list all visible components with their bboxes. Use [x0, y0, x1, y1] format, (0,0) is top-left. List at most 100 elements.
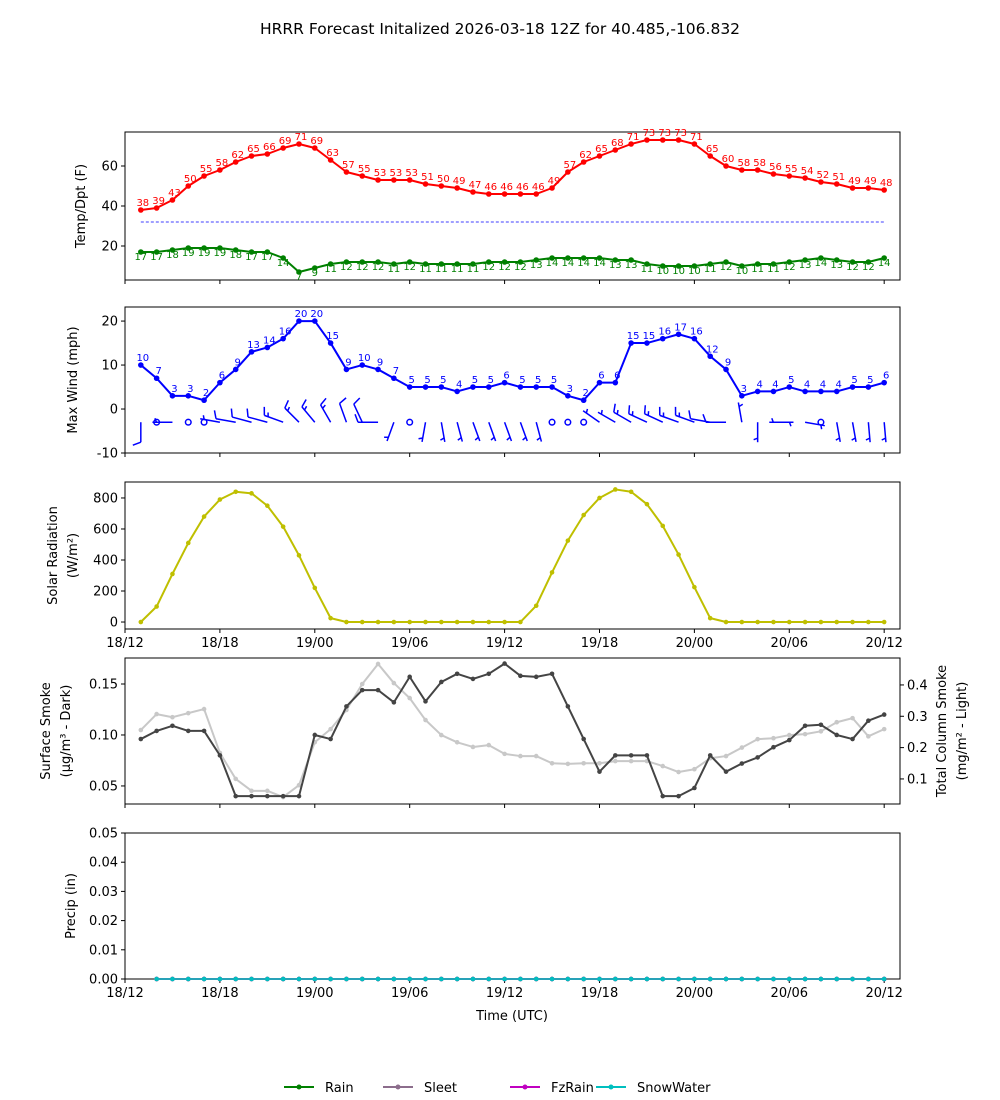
y-tick-label: 0	[110, 616, 118, 631]
data-point	[659, 137, 666, 143]
y-axis-label: Temp/Dpt (F)	[74, 164, 89, 249]
data-label: 12	[720, 262, 733, 273]
data-point	[486, 976, 492, 982]
data-label: 14	[546, 258, 559, 269]
barb-full	[688, 410, 692, 419]
y-tick-label-right: 0.1	[907, 772, 928, 787]
data-point	[438, 183, 445, 189]
data-label: 43	[168, 188, 181, 199]
data-point	[660, 976, 666, 982]
data-label: 11	[467, 264, 480, 275]
barb-half	[536, 437, 541, 441]
barb-full	[284, 399, 290, 409]
data-point	[707, 261, 714, 267]
y-tick-label: 0.02	[89, 914, 118, 929]
data-point	[723, 366, 729, 373]
data-point	[296, 553, 302, 558]
data-point	[233, 776, 239, 782]
wind-barb-icon	[152, 417, 173, 423]
data-point	[692, 584, 697, 590]
data-label: 3	[187, 384, 193, 395]
wind-barb-icon	[643, 405, 664, 423]
calm-wind-icon	[548, 418, 556, 426]
data-point	[517, 384, 524, 390]
barb-full	[320, 397, 327, 406]
data-label: 4	[836, 379, 842, 390]
data-point	[597, 760, 602, 766]
axes-frame	[124, 306, 901, 454]
barb-half	[440, 437, 445, 441]
data-point	[660, 523, 666, 529]
data-label: 66	[263, 142, 276, 153]
barb-half	[303, 405, 308, 411]
data-point	[786, 732, 792, 738]
barb-full	[301, 399, 307, 408]
x-tick-label: 20/12	[865, 986, 902, 1001]
data-point	[169, 197, 176, 203]
data-point	[201, 397, 207, 404]
data-point	[549, 760, 555, 766]
data-point	[818, 619, 824, 625]
legend-label: Sleet	[424, 1081, 457, 1096]
data-label: 4	[456, 379, 462, 390]
wind-barb-icon	[213, 410, 236, 423]
data-point	[833, 181, 840, 187]
data-point	[233, 793, 239, 799]
calm-wind-icon	[817, 418, 825, 426]
data-point	[518, 619, 523, 625]
data-point	[691, 263, 698, 269]
data-point	[486, 742, 492, 748]
data-point	[438, 261, 445, 267]
data-point	[628, 141, 634, 147]
data-label: 12	[340, 262, 353, 273]
y-tick-label: 40	[101, 200, 118, 215]
data-label: 47	[469, 180, 482, 191]
data-label: 18	[166, 250, 179, 261]
data-point	[818, 722, 824, 728]
data-point	[185, 710, 191, 716]
series-snowwater	[154, 976, 887, 982]
y-tick-label: 0.03	[89, 885, 118, 900]
data-point	[249, 491, 254, 496]
data-point	[613, 753, 618, 758]
data-label: 11	[641, 264, 654, 275]
data-point	[296, 141, 302, 147]
data-point	[470, 976, 476, 982]
data-point	[217, 167, 223, 173]
legend-label: Rain	[325, 1081, 354, 1096]
data-label: 13	[625, 260, 638, 271]
data-point	[201, 173, 207, 179]
data-point	[328, 615, 333, 621]
data-point	[850, 976, 855, 982]
wind-barb-icon	[132, 422, 142, 446]
data-point	[280, 255, 286, 261]
data-point	[280, 335, 286, 342]
data-label: 10	[656, 266, 669, 277]
data-point	[328, 736, 333, 742]
data-point	[470, 261, 476, 267]
data-point	[676, 793, 681, 799]
data-point	[881, 255, 887, 261]
data-point	[170, 714, 175, 720]
data-point	[881, 379, 887, 386]
data-label: 13	[609, 260, 622, 271]
data-point	[391, 619, 397, 625]
data-point	[675, 331, 682, 338]
data-point	[675, 137, 682, 143]
series-line	[140, 488, 885, 624]
data-label: 52	[817, 170, 830, 181]
data-point	[485, 259, 492, 265]
data-point	[249, 788, 254, 794]
data-point	[866, 734, 871, 739]
data-point	[344, 619, 349, 625]
data-label: 11	[451, 264, 464, 275]
data-label: 5	[519, 375, 525, 386]
barb-stem	[353, 403, 363, 423]
data-point	[565, 704, 571, 709]
data-point	[644, 340, 650, 346]
data-point	[881, 726, 887, 732]
y-tick-label: 0.01	[89, 943, 118, 958]
data-label: 10	[672, 266, 685, 277]
data-point	[201, 514, 207, 519]
series-surface-smoke-dark-	[138, 661, 887, 799]
